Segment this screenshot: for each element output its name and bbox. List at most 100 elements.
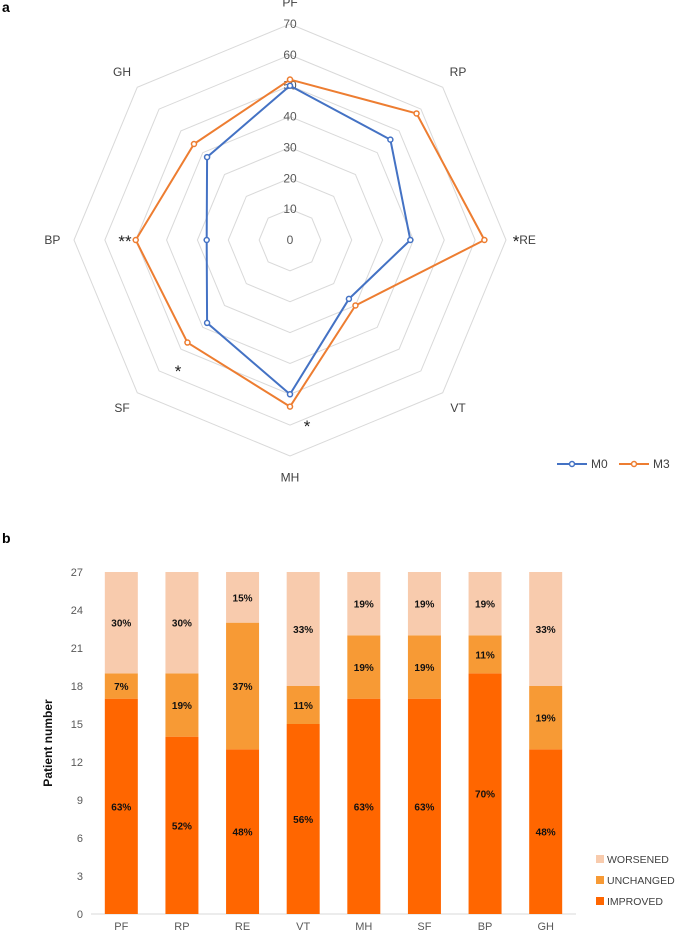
radar-point-m3-bp	[132, 236, 139, 244]
y-tick-9: 9	[77, 795, 83, 807]
y-tick-21: 21	[71, 643, 83, 655]
radar-grid-ring-70	[73, 23, 507, 457]
x-tick-pf: PF	[114, 921, 128, 933]
radar-point-m0-bp	[203, 236, 210, 244]
bar-vt-worsened	[286, 572, 320, 686]
bar-label-rp-worsened: 30%	[172, 619, 192, 630]
radar-grid-ring-60	[104, 54, 476, 426]
x-tick-rp: RP	[174, 921, 189, 933]
bar-pf-unchanged	[104, 673, 138, 699]
significance-mark-bp: **	[118, 232, 132, 251]
bar-rp-improved	[165, 736, 199, 914]
radar-point-m0-rp	[387, 136, 394, 143]
radar-axis-label-mh: MH	[281, 471, 300, 485]
y-tick-12: 12	[71, 757, 83, 769]
bar-gh-improved	[529, 749, 563, 914]
x-tick-gh: GH	[537, 921, 554, 933]
radar-axis-label-vt: VT	[450, 401, 466, 415]
panel-label-b: b	[2, 530, 11, 546]
legend-label-m3: M3	[653, 457, 670, 471]
x-tick-sf: SF	[417, 921, 431, 933]
legend-swatch-unchanged	[596, 876, 604, 884]
x-tick-vt: VT	[296, 921, 310, 933]
bar-label-sf-worsened: 19%	[414, 600, 434, 611]
radar-axis-label-rp: RP	[450, 65, 467, 79]
bar-label-bp-improved: 70%	[475, 790, 495, 801]
bar-label-re-worsened: 15%	[233, 593, 253, 604]
radar-tick-60: 60	[283, 48, 297, 62]
radar-series-m3	[134, 78, 486, 408]
bar-label-mh-unchanged: 19%	[354, 663, 374, 674]
bar-pf-improved	[104, 698, 138, 914]
bar-re-unchanged	[226, 622, 260, 750]
radar-tick-40: 40	[283, 110, 297, 124]
bar-re-worsened	[226, 572, 260, 623]
y-axis-label: Patient number	[41, 699, 55, 787]
radar-tick-30: 30	[283, 140, 297, 154]
radar-axis-label-pf: PF	[282, 0, 297, 9]
radar-point-m0-vt	[345, 295, 353, 303]
bar-label-sf-unchanged: 19%	[414, 663, 434, 674]
legend-marker-m0	[568, 460, 576, 468]
bar-label-rp-unchanged: 19%	[172, 701, 192, 712]
radar-point-m0-re	[407, 236, 414, 244]
bar-vt-improved	[286, 724, 320, 914]
radar-tick-20: 20	[283, 171, 297, 185]
bar-label-rp-improved: 52%	[172, 821, 192, 832]
radar-point-m0-sf	[203, 319, 211, 327]
radar-axis-label-sf: SF	[114, 401, 129, 415]
radar-point-m3-pf	[286, 76, 294, 83]
radar-point-m0-gh	[203, 153, 211, 161]
bar-mh-worsened	[347, 572, 381, 636]
radar-tick-10: 10	[283, 202, 297, 216]
y-tick-24: 24	[71, 605, 83, 617]
radar-tick-0: 0	[287, 233, 294, 247]
x-tick-bp: BP	[478, 921, 493, 933]
bar-re-improved	[226, 749, 260, 914]
bar-label-vt-unchanged: 11%	[293, 701, 313, 712]
legend-label-worsened: WORSENED	[607, 854, 669, 866]
legend-label-m0: M0	[591, 457, 608, 471]
bar-bp-worsened	[468, 572, 502, 636]
bar-label-re-improved: 48%	[233, 828, 253, 839]
radar-point-m3-mh	[286, 403, 294, 410]
y-tick-6: 6	[77, 833, 83, 845]
y-tick-3: 3	[77, 871, 83, 883]
bar-pf-worsened	[104, 572, 138, 674]
radar-point-m0-mh	[286, 391, 294, 398]
radar-point-m3-gh	[190, 140, 198, 148]
legend-swatch-improved	[596, 897, 604, 905]
significance-mark-sf: *	[175, 362, 182, 381]
bar-mh-unchanged	[347, 635, 381, 699]
bar-label-vt-worsened: 33%	[293, 625, 313, 636]
panel-label-a: a	[2, 0, 10, 15]
radar-point-m3-vt	[352, 302, 359, 309]
bar-sf-worsened	[407, 572, 441, 636]
x-tick-re: RE	[235, 921, 250, 933]
bar-label-pf-unchanged: 7%	[114, 682, 129, 693]
radar-tick-70: 70	[283, 17, 297, 31]
bar-label-gh-improved: 48%	[536, 828, 556, 839]
bar-label-pf-worsened: 30%	[111, 619, 131, 630]
bar-label-sf-improved: 63%	[414, 802, 434, 813]
bar-rp-worsened	[165, 572, 199, 674]
radar-point-m0-pf	[286, 82, 294, 89]
y-tick-15: 15	[71, 719, 83, 731]
bar-label-re-unchanged: 37%	[233, 682, 253, 693]
bar-sf-improved	[407, 698, 441, 914]
radar-grid-ring-20	[227, 177, 353, 303]
bar-label-mh-improved: 63%	[354, 802, 374, 813]
bar-label-pf-improved: 63%	[111, 802, 131, 813]
radar-axis-label-re: RE	[519, 233, 536, 247]
radar-axis-label-gh: GH	[113, 65, 131, 79]
significance-mark-mh: *	[304, 417, 311, 436]
bar-label-bp-unchanged: 11%	[475, 650, 495, 661]
bar-label-bp-worsened: 19%	[475, 600, 495, 611]
stacked-bar-chart: 0 3 6 9 12 15 18 21 24 27 Patient number 63% 7% 30% PF…	[41, 567, 675, 933]
radar-grid-ring-10	[258, 208, 322, 272]
bar-gh-unchanged	[529, 686, 563, 750]
radar-point-m3-sf	[184, 339, 191, 346]
legend-label-unchanged: UNCHANGED	[607, 875, 675, 887]
bar-label-gh-worsened: 33%	[536, 625, 556, 636]
bar-mh-improved	[347, 698, 381, 914]
